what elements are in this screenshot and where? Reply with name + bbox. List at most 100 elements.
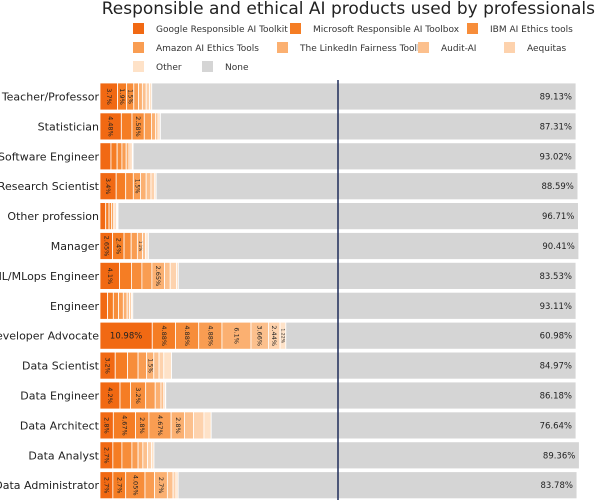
legend-item-none[interactable]: None [202,61,249,73]
bar-segment-none[interactable] [165,381,577,410]
bar-segment-audit-ai[interactable] [184,411,194,440]
category-label: Developer Advocate [0,330,99,343]
bar-segment-none[interactable] [177,471,578,500]
legend-item-microsoft-responsible-ai-toolbox[interactable]: Microsoft Responsible AI Toolbox [290,23,460,35]
bar-segment-amazon-ai-ethics-tools[interactable] [121,142,127,171]
bar-segment-audit-ai[interactable] [164,261,171,290]
bar-segment-audit-ai[interactable] [160,381,165,410]
data-label: 10.98% [110,332,142,342]
bar-segment-microsoft-responsible-ai-toolbox[interactable] [114,351,129,380]
bar-segment-the-linkedin-fairness-toolkit[interactable] [140,172,147,201]
bar-segment-microsoft-responsible-ai-toolbox[interactable] [119,261,132,290]
bar-segment-none[interactable] [171,351,577,380]
bar-segment-microsoft-responsible-ai-toolbox[interactable] [120,112,133,141]
bar-segment-amazon-ai-ethics-tools[interactable] [131,441,139,470]
bar-segment-none[interactable] [155,172,579,201]
bar-segment-the-linkedin-fairness-toolkit[interactable] [154,381,162,410]
bar-segment-audit-ai[interactable] [145,172,152,201]
legend-swatch [277,42,288,53]
bar-segment-audit-ai[interactable] [153,351,160,380]
bar-segment-none[interactable] [160,112,577,141]
bar-segment-ibm-ai-ethics-tools[interactable] [112,291,119,320]
bar-segment-none[interactable] [132,291,577,320]
legend-item-aequitas[interactable]: Aequitas [504,42,566,54]
bar-segment-none[interactable] [148,232,580,260]
bar-segment-amazon-ai-ethics-tools[interactable] [145,381,156,410]
bar-segment-amazon-ai-ethics-tools[interactable] [118,291,124,320]
bar-segment-microsoft-responsible-ai-toolbox[interactable] [105,202,110,231]
bar-segment-google-responsible-ai-toolkit[interactable] [99,321,153,350]
bar-segment-amazon-ai-ethics-tools[interactable] [133,82,139,111]
category-label: Engineer [50,300,99,313]
legend-label: The LinkedIn Fairness Toolkit [299,44,429,54]
category-label: Statistician [38,120,99,133]
bar-row-research-scientist: 3.4% 1.5% 88.59% [99,172,579,201]
data-label: 4.05% [131,475,139,496]
bar-segment-amazon-ai-ethics-tools[interactable] [144,471,155,500]
legend-item-ibm-ai-ethics-tools[interactable]: IBM AI Ethics tools [467,23,573,35]
data-label: 4.88% [160,325,168,346]
data-label: 1.1% [138,241,143,252]
data-label: 2.65% [154,266,162,287]
bar-segment-the-linkedin-fairness-toolkit[interactable] [122,291,128,320]
data-label: 4.67% [156,415,164,436]
bar-segment-microsoft-responsible-ai-toolbox[interactable] [110,142,118,171]
bar-segment-aequitas[interactable] [169,261,177,290]
legend-swatch [133,61,144,72]
bar-segment-none[interactable] [117,202,579,231]
data-label: 60.98% [540,332,572,342]
bar-row-other-profession: 96.71% [99,202,579,231]
bar-segment-other[interactable] [203,411,212,440]
bar-segment-the-linkedin-fairness-toolkit[interactable] [125,142,130,171]
data-label: 84.97% [540,362,572,372]
bar-segment-aequitas[interactable] [158,351,165,380]
bar-segment-google-responsible-ai-toolkit[interactable] [99,202,107,231]
bar-segment-the-linkedin-fairness-toolkit[interactable] [137,441,144,470]
legend-item-audit-ai[interactable]: Audit-AI [418,42,476,54]
bar-segment-the-linkedin-fairness-toolkit[interactable] [151,112,157,141]
legend-item-the-linkedin-fairness-toolkit[interactable]: The LinkedIn Fairness Toolkit [277,42,429,54]
bar-segment-microsoft-responsible-ai-toolbox[interactable] [115,172,127,201]
bar-segment-ibm-ai-ethics-tools[interactable] [127,351,139,380]
bar-segment-google-responsible-ai-toolkit[interactable] [99,291,109,320]
bar-segment-amazon-ai-ethics-tools[interactable] [141,261,153,290]
bar-segment-ibm-ai-ethics-tools[interactable] [121,441,133,470]
bar-segment-google-responsible-ai-toolkit[interactable] [99,142,112,171]
bar-segment-none[interactable] [177,261,577,290]
bar-segment-none[interactable] [285,321,577,350]
bar-segment-microsoft-responsible-ai-toolbox[interactable] [119,381,131,410]
bar-segment-none[interactable] [132,142,577,171]
bar-segment-other[interactable] [163,351,172,380]
bar-segment-microsoft-responsible-ai-toolbox[interactable] [112,441,123,470]
bar-segment-audit-ai[interactable] [141,82,147,111]
legend-swatch [202,61,213,72]
bar-segment-aequitas[interactable] [172,471,177,500]
bar-segment-ibm-ai-ethics-tools[interactable] [123,232,132,260]
bar-segment-audit-ai[interactable] [142,232,146,260]
bar-segment-ibm-ai-ethics-tools[interactable] [116,142,123,171]
bar-segment-ibm-ai-ethics-tools[interactable] [131,261,143,290]
bar-segment-none[interactable] [153,441,580,470]
category-label: Other profession [7,210,99,223]
bar-segment-aequitas[interactable] [145,82,150,111]
bar-segment-the-linkedin-fairness-toolkit[interactable] [138,82,143,111]
bar-segment-amazon-ai-ethics-tools[interactable] [143,112,152,141]
legend-item-amazon-ai-ethics-tools[interactable]: Amazon AI Ethics Tools [133,42,259,54]
legend-item-other[interactable]: Other [133,61,182,73]
bar-segment-audit-ai[interactable] [142,441,148,470]
bar-segment-none[interactable] [210,411,577,440]
bar-segment-amazon-ai-ethics-tools[interactable] [137,351,148,380]
data-label: 1.5% [147,358,153,373]
bar-segment-ibm-ai-ethics-tools[interactable] [125,172,134,201]
bar-segment-none[interactable] [151,82,577,111]
bars-layer: 3.7% 1.9% 1.5% 89.13%4.48% 2.58% 87.31%93.02%… [99,82,580,500]
bar-segment-audit-ai[interactable] [166,471,174,500]
legend-item-google-responsible-ai-toolkit[interactable]: Google Responsible AI Toolkit [133,23,288,35]
bar-segment-amazon-ai-ethics-tools[interactable] [130,232,138,260]
bar-segment-aequitas[interactable] [150,172,156,201]
data-label: 96.71% [542,212,574,222]
bar-segment-microsoft-responsible-ai-toolbox[interactable] [107,291,114,320]
bar-segment-aequitas[interactable] [147,441,152,470]
bar-segment-aequitas[interactable] [193,411,205,440]
legend-swatch [133,42,144,53]
